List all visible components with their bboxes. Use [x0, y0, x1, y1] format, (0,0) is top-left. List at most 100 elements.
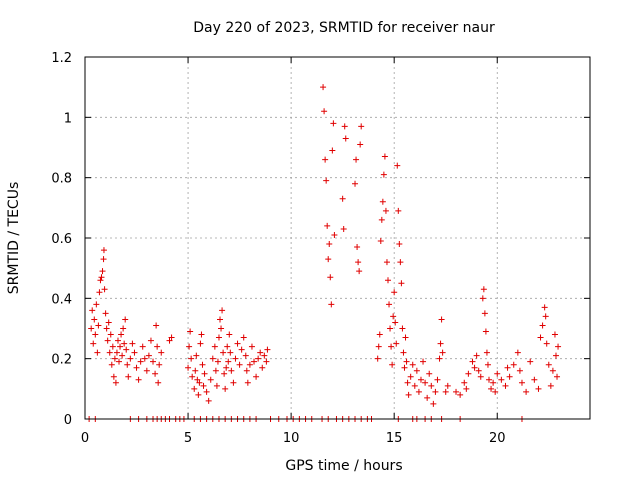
data-point: [401, 364, 408, 371]
data-point: [539, 322, 546, 329]
data-point: [327, 274, 334, 281]
data-point: [155, 379, 162, 386]
x-axis-title: GPS time / hours: [285, 458, 402, 474]
data-point: [94, 349, 101, 356]
y-axis-title: SRMTID / TECUs: [6, 182, 22, 295]
data-point: [399, 325, 406, 332]
y-tick-label: 1.2: [51, 51, 72, 66]
data-point: [194, 376, 201, 383]
data-point: [207, 376, 214, 383]
data-point: [492, 388, 499, 395]
data-point: [388, 343, 395, 350]
data-point: [139, 343, 146, 350]
data-point: [432, 388, 439, 395]
data-point: [331, 231, 338, 238]
data-point: [253, 373, 260, 380]
data-point: [325, 256, 332, 263]
x-tick-label: 20: [489, 431, 506, 446]
y-tick-label: 0.6: [51, 232, 72, 247]
data-point: [541, 304, 548, 311]
data-point: [438, 316, 445, 323]
data-point: [389, 361, 396, 368]
data-point: [201, 370, 208, 377]
data-point: [481, 310, 488, 317]
data-point: [205, 397, 212, 404]
data-point: [461, 379, 468, 386]
data-point: [322, 156, 329, 163]
data-point: [116, 358, 123, 365]
data-point: [439, 349, 446, 356]
data-point: [390, 313, 397, 320]
data-point: [442, 388, 449, 395]
data-point: [340, 225, 347, 232]
data-point: [213, 382, 220, 389]
data-point: [375, 343, 382, 350]
data-point: [99, 268, 106, 275]
data-point: [545, 361, 552, 368]
data-point: [535, 385, 542, 392]
data-point: [121, 340, 128, 347]
data-point: [251, 358, 258, 365]
x-tick-label: 15: [386, 431, 403, 446]
data-point: [141, 355, 148, 362]
data-point: [490, 379, 497, 386]
data-point: [215, 334, 222, 341]
data-point: [400, 349, 407, 356]
data-point: [104, 337, 111, 344]
x-tick-label: 5: [184, 431, 192, 446]
x-tick-label: 0: [81, 431, 89, 446]
data-point: [413, 367, 420, 374]
plot-frame: [84, 56, 591, 420]
data-point: [242, 352, 249, 359]
data-point: [551, 331, 558, 338]
data-point: [514, 349, 521, 356]
data-point: [97, 277, 104, 284]
data-point: [480, 286, 487, 293]
data-point: [415, 388, 422, 395]
data-point: [391, 289, 398, 296]
data-point: [463, 385, 470, 392]
data-point: [88, 325, 95, 332]
data-point: [377, 238, 384, 245]
data-point: [426, 370, 433, 377]
data-point: [147, 337, 154, 344]
data-point: [152, 370, 159, 377]
data-point: [158, 349, 165, 356]
data-point: [90, 340, 97, 347]
data-point: [196, 379, 203, 386]
data-point: [330, 120, 337, 127]
data-point: [537, 334, 544, 341]
data-point: [105, 319, 112, 326]
data-point: [378, 216, 385, 223]
data-point: [195, 391, 202, 398]
y-tick-label: 0.4: [51, 292, 72, 307]
data-point: [523, 388, 530, 395]
data-point: [209, 355, 216, 362]
data-point: [188, 355, 195, 362]
data-point: [437, 340, 444, 347]
data-point: [494, 370, 501, 377]
data-point: [542, 313, 549, 320]
data-point: [95, 322, 102, 329]
data-point: [326, 241, 333, 248]
data-point: [193, 352, 200, 359]
data-point: [473, 352, 480, 359]
data-point: [110, 373, 117, 380]
data-point: [218, 325, 225, 332]
data-point: [127, 355, 134, 362]
data-point: [150, 358, 157, 365]
data-point: [502, 382, 509, 389]
data-point: [398, 280, 405, 287]
data-point: [230, 379, 237, 386]
data-point: [91, 316, 98, 323]
data-point: [98, 274, 105, 281]
data-point: [475, 367, 482, 374]
data-point: [93, 301, 100, 308]
data-point: [137, 358, 144, 365]
data-point: [392, 319, 399, 326]
data-point: [386, 301, 393, 308]
data-point: [117, 343, 124, 350]
data-point: [248, 343, 255, 350]
data-point: [129, 340, 136, 347]
